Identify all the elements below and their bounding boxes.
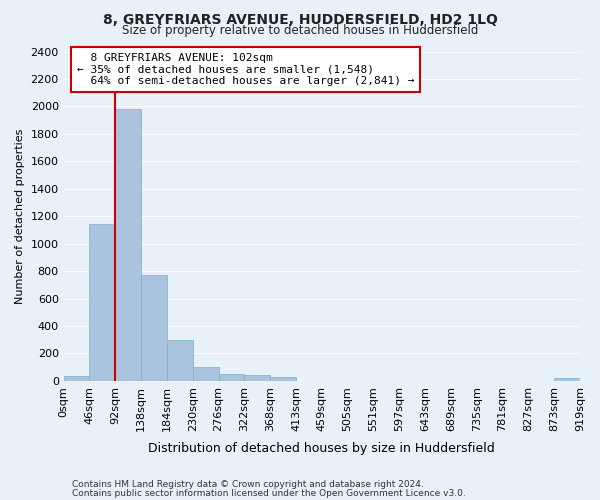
Bar <box>141 274 167 381</box>
Bar <box>270 378 296 381</box>
Y-axis label: Number of detached properties: Number of detached properties <box>15 128 25 304</box>
Bar <box>244 376 270 381</box>
Bar <box>554 378 580 381</box>
Text: 8, GREYFRIARS AVENUE, HUDDERSFIELD, HD2 1LQ: 8, GREYFRIARS AVENUE, HUDDERSFIELD, HD2 … <box>103 12 497 26</box>
Text: 8 GREYFRIARS AVENUE: 102sqm
← 35% of detached houses are smaller (1,548)
  64% o: 8 GREYFRIARS AVENUE: 102sqm ← 35% of det… <box>77 53 414 86</box>
Text: Contains public sector information licensed under the Open Government Licence v3: Contains public sector information licen… <box>72 488 466 498</box>
Bar <box>167 340 193 381</box>
Bar <box>218 374 244 381</box>
Bar <box>193 367 218 381</box>
Text: Contains HM Land Registry data © Crown copyright and database right 2024.: Contains HM Land Registry data © Crown c… <box>72 480 424 489</box>
Text: Size of property relative to detached houses in Huddersfield: Size of property relative to detached ho… <box>122 24 478 37</box>
Bar <box>115 109 141 381</box>
Bar <box>89 224 115 381</box>
X-axis label: Distribution of detached houses by size in Huddersfield: Distribution of detached houses by size … <box>148 442 495 455</box>
Bar <box>64 376 89 381</box>
